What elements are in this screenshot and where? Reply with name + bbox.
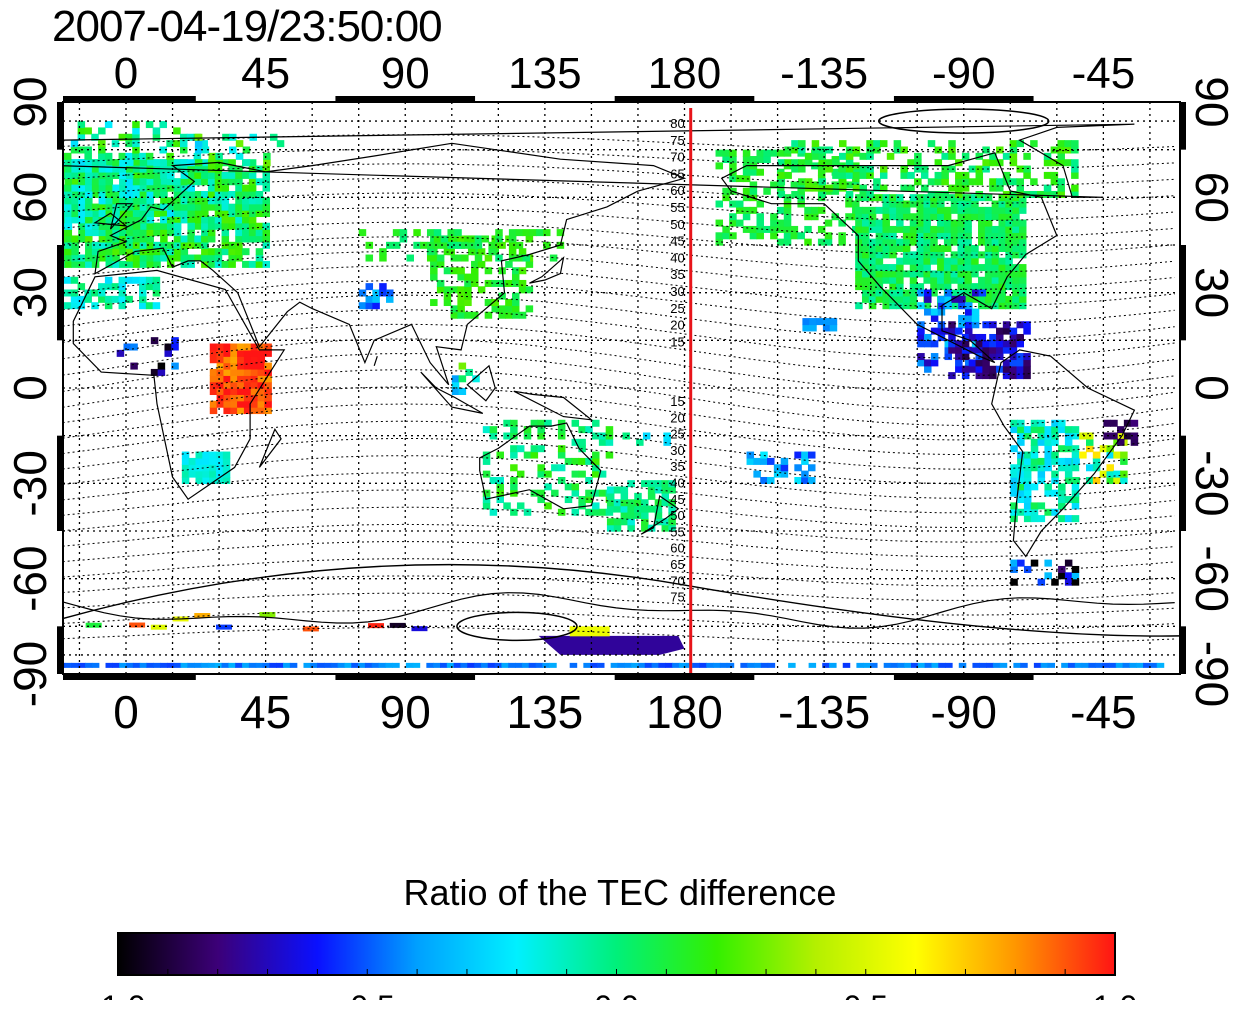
meridian-label-north: 45 (670, 234, 684, 249)
left-axis-label: -90 (4, 641, 56, 707)
meridian-label-north: 60 (670, 183, 684, 198)
right-axis-label: -60 (1186, 545, 1238, 611)
meridian-label-north: 20 (670, 318, 684, 333)
right-axis-label: -30 (1186, 450, 1238, 516)
right-axis-label: 0 (1186, 375, 1238, 401)
colorbar-tick-label: -0.5 (340, 989, 395, 1000)
meridian-label-south: 20 (670, 410, 684, 425)
bottom-axis-label: 135 (507, 686, 584, 738)
meridian-label-north: 80 (670, 116, 684, 131)
colorbar-ticks: -1.0 -0.5 0.0 0.5 1.0 (90, 969, 1137, 1000)
colorbar-tick-label: 0.0 (594, 989, 638, 1000)
tec-data-layer (63, 121, 1165, 668)
right-axis-label: 60 (1186, 172, 1238, 223)
bottom-axis-label: 0 (113, 686, 139, 738)
meridian-label-north: 55 (670, 200, 684, 215)
meridian-label-north: 50 (670, 217, 684, 232)
colorbar-tick-label: -1.0 (90, 989, 145, 1000)
top-axis-label: -45 (1072, 49, 1136, 98)
bottom-axis-label: 180 (646, 686, 723, 738)
meridian-label-north: 70 (670, 150, 684, 165)
bottom-axis-label: -90 (931, 686, 997, 738)
bottom-axis-label: -45 (1070, 686, 1136, 738)
meridian-label-south: 55 (670, 524, 684, 539)
meridian-label-south: 45 (670, 492, 684, 507)
left-axis-label: 30 (4, 267, 56, 318)
top-axis-label: -135 (780, 49, 868, 98)
magnetic-contours (63, 108, 1180, 645)
timestamp-title: 2007-04-19/23:50:00 (52, 2, 443, 51)
top-axis-label: 0 (114, 49, 138, 98)
world-map-plot: 8075706560555045403530252015152025303540… (4, 49, 1238, 738)
meridian-marker: 8075706560555045403530252015152025303540… (670, 108, 693, 674)
colorbar-tick-label: 0.5 (844, 989, 888, 1000)
meridian-label-south: 15 (670, 394, 684, 409)
right-axis-label: -90 (1186, 641, 1238, 707)
meridian-label-south: 40 (670, 476, 684, 491)
colorbar-title: Ratio of the TEC difference (403, 872, 837, 913)
axes: 0 45 90 135 180 -135 -90 -450 45 90 135 180 -135 -90-… (4, 49, 1238, 738)
bottom-axis-label: -135 (778, 686, 870, 738)
bottom-axis-label: 90 (380, 686, 431, 738)
colorbar-gradient (117, 932, 1116, 976)
meridian-label-north: 35 (670, 267, 684, 282)
left-axis-label: 60 (4, 172, 56, 223)
left-axis-label: -30 (4, 450, 56, 516)
meridian-label-south: 70 (670, 573, 684, 588)
left-axis-label: 90 (4, 76, 56, 127)
colorbar-tick-label: 1.0 (1093, 989, 1137, 1000)
meridian-label-south: 35 (670, 459, 684, 474)
meridian-label-north: 40 (670, 250, 684, 265)
top-axis-label: 90 (381, 49, 430, 98)
left-axis-label: 0 (4, 375, 56, 401)
right-axis-label: 30 (1186, 267, 1238, 318)
meridian-label-south: 25 (670, 427, 684, 442)
top-axis-label: -90 (932, 49, 996, 98)
graticule-grid (63, 102, 1180, 674)
left-axis-label: -60 (4, 545, 56, 611)
meridian-label-south: 50 (670, 508, 684, 523)
meridian-label-south: 75 (670, 590, 684, 605)
meridian-label-north: 30 (670, 284, 684, 299)
meridian-label-north: 25 (670, 301, 684, 316)
meridian-label-north: 75 (670, 133, 684, 148)
meridian-label-south: 60 (670, 541, 684, 556)
bottom-axis-label: 45 (240, 686, 291, 738)
meridian-label-south: 30 (670, 443, 684, 458)
meridian-label-south: 65 (670, 557, 684, 572)
colorbar: -1.0 -0.5 0.0 0.5 1.0 (90, 932, 1137, 1000)
right-axis-label: 90 (1186, 76, 1238, 127)
top-axis-label: 135 (508, 49, 581, 98)
meridian-label-north: 65 (670, 166, 684, 181)
meridian-label-north: 15 (670, 334, 684, 349)
top-axis-label: 45 (241, 49, 290, 98)
top-axis-label: 180 (648, 49, 721, 98)
coastlines (63, 123, 1175, 629)
